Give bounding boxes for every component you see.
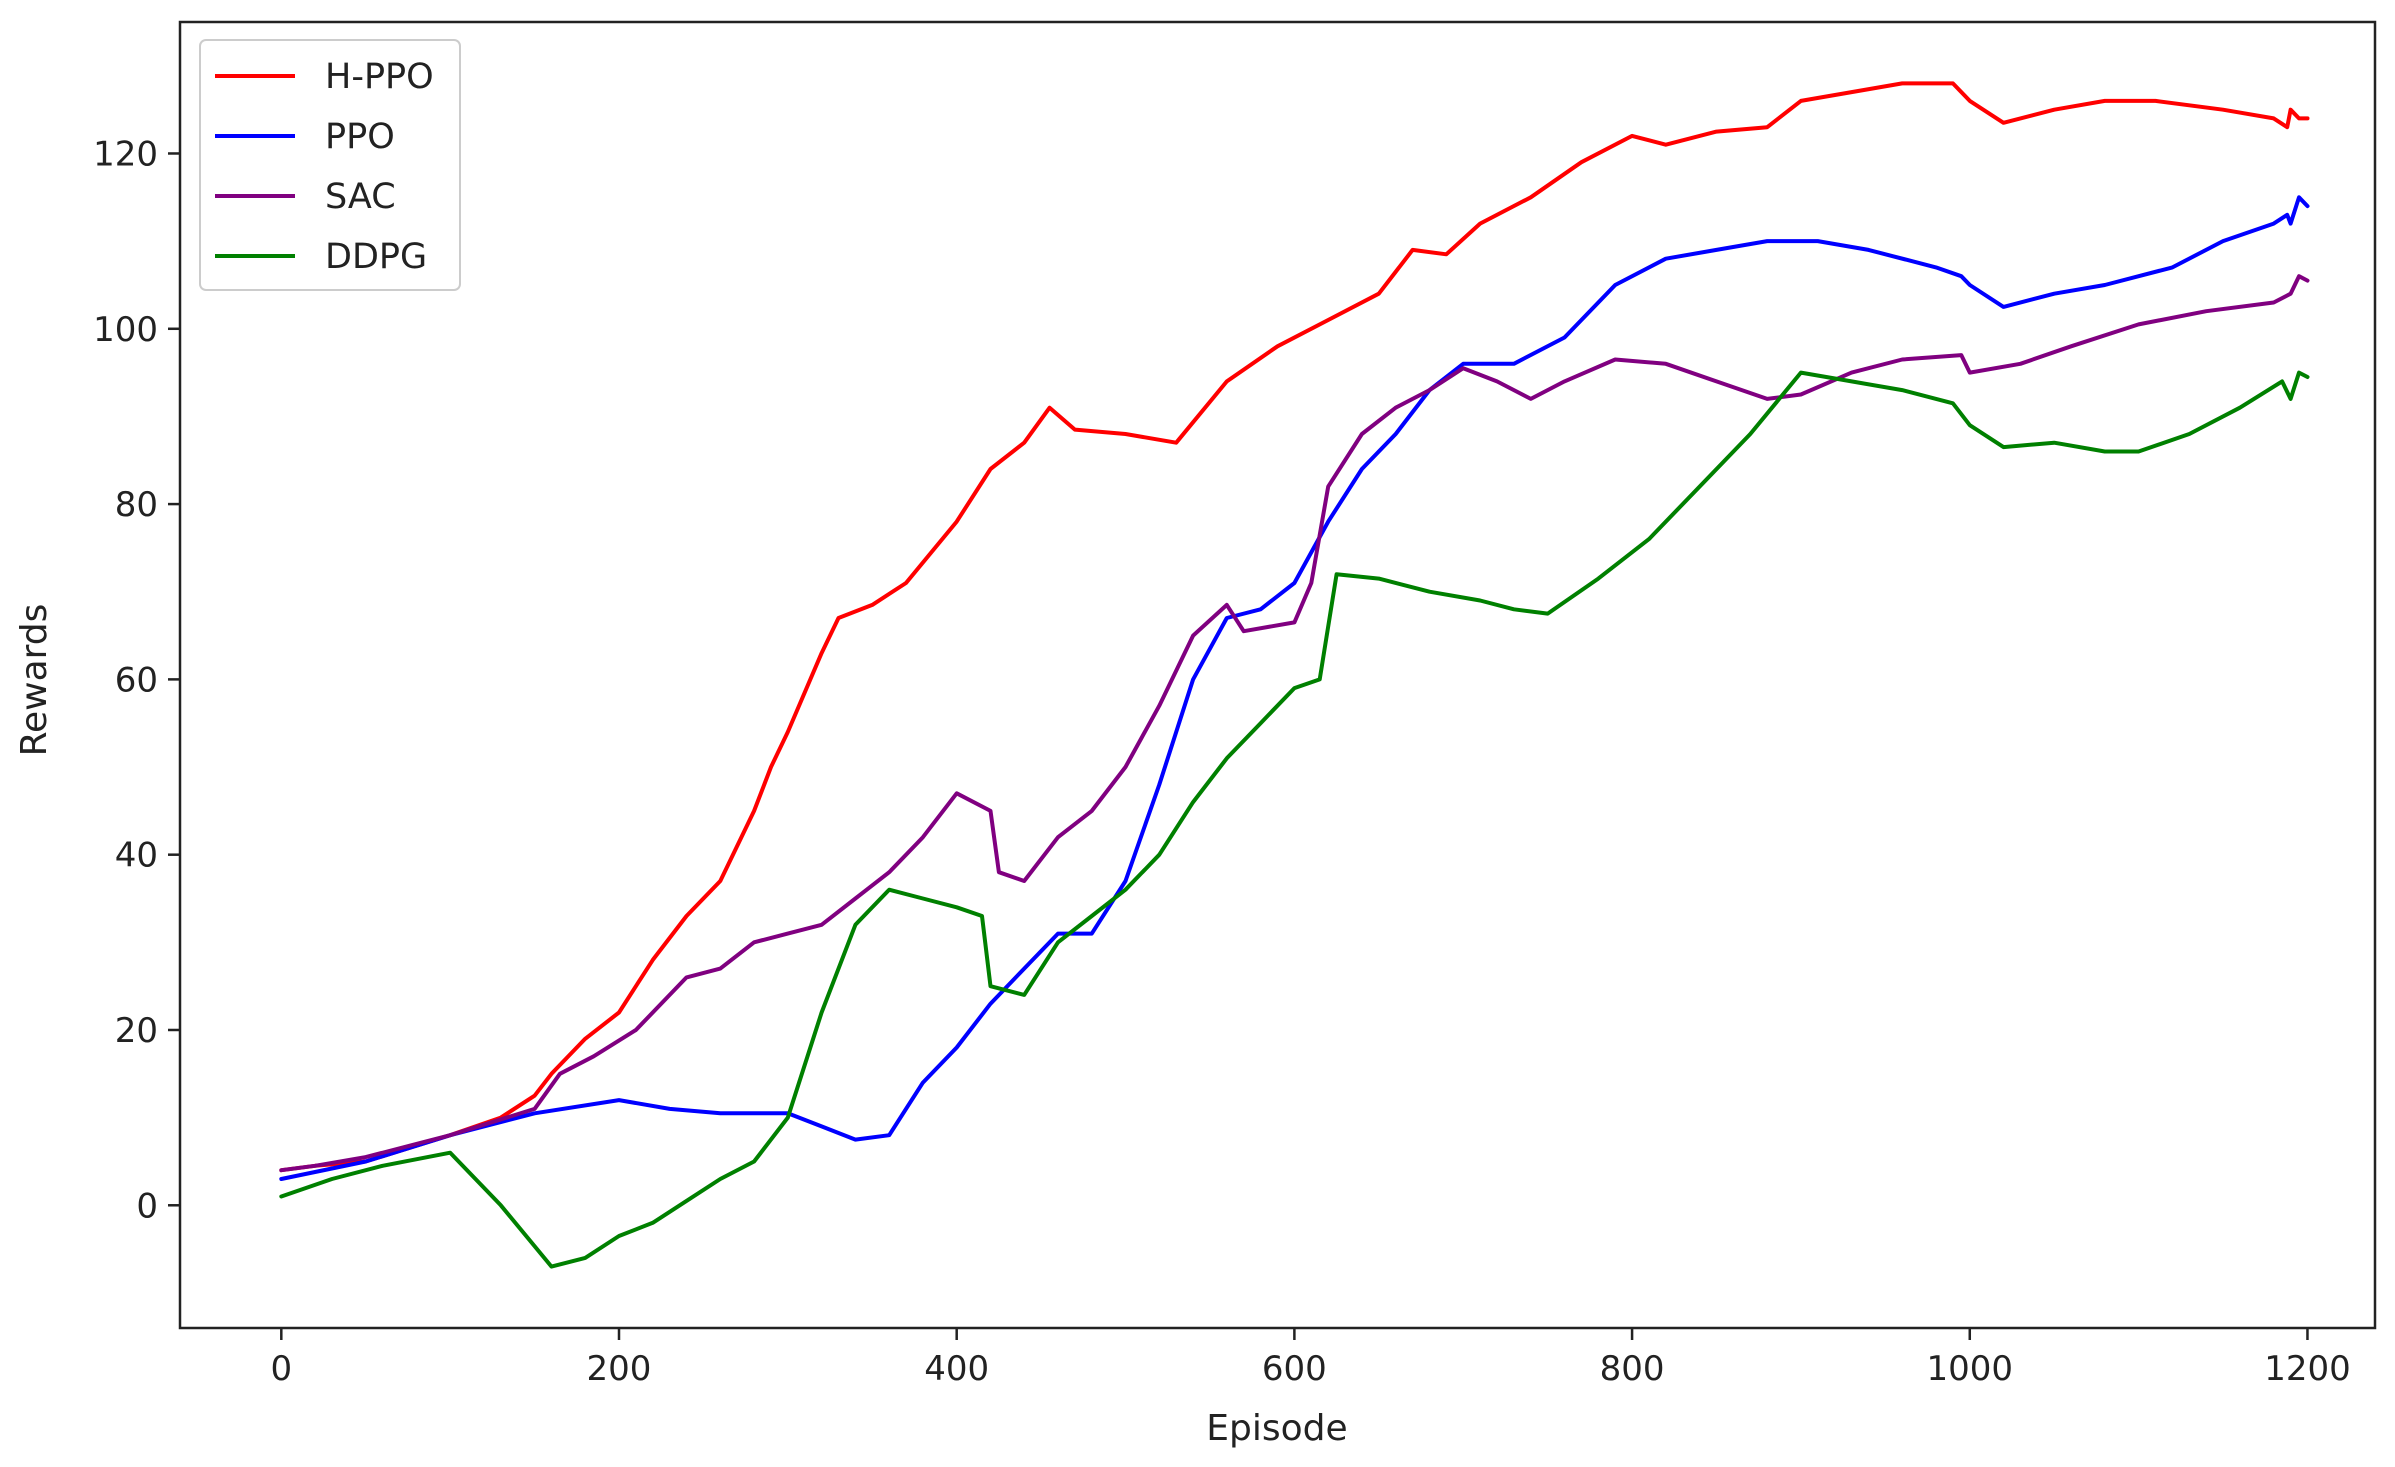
x-tick-label: 400	[924, 1349, 989, 1389]
x-tick-label: 600	[1262, 1349, 1327, 1389]
x-tick-label: 1000	[1927, 1349, 2014, 1389]
y-tick-label: 20	[115, 1011, 158, 1051]
x-axis-label: Episode	[1206, 1408, 1347, 1449]
series-line-sac	[279, 274, 2310, 1173]
legend-box	[199, 39, 461, 291]
series-line-ddpg	[279, 370, 2310, 1269]
x-tick-label: 800	[1600, 1349, 1665, 1389]
y-tick-label: 40	[115, 836, 158, 876]
x-tick-label: 0	[270, 1349, 292, 1389]
plot-frame	[178, 20, 2377, 1330]
y-tick-label: 120	[93, 134, 158, 174]
y-tick-label: 80	[115, 485, 158, 525]
legend-label: H-PPO	[325, 57, 434, 97]
x-tick-label: 200	[587, 1349, 652, 1389]
y-tick-label: 100	[93, 310, 158, 350]
legend-label: PPO	[325, 117, 395, 157]
y-tick-label: 0	[136, 1186, 158, 1226]
legend-label: DDPG	[325, 237, 427, 277]
series-lines	[279, 81, 2310, 1269]
y-tick-label: 60	[115, 660, 158, 700]
legend-label: SAC	[325, 177, 396, 217]
y-axis-label: Rewards	[14, 604, 55, 757]
axis-ticks: 0 200 400 600 800 1000 1200 0 20 40 60 80 100 120	[93, 134, 2351, 1389]
series-line-h-ppo	[279, 81, 2310, 1173]
x-tick-label: 1200	[2264, 1349, 2351, 1389]
series-line-ppo	[279, 195, 2310, 1181]
legend: H-PPO PPO SAC DDPG	[199, 39, 461, 291]
